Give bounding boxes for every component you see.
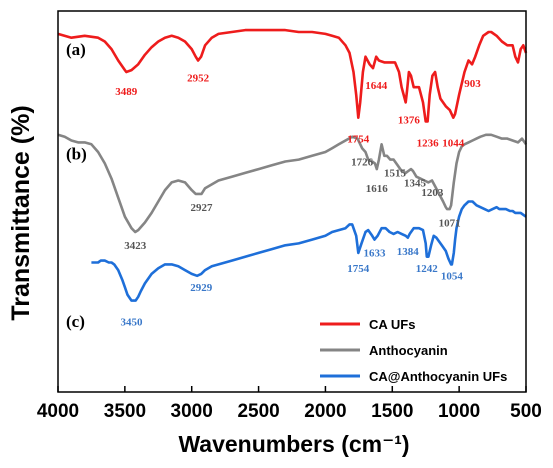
legend: CA UFs Anthocyanin CA@Anthocyanin UFs	[320, 317, 507, 384]
x-tick-label: 1500	[371, 401, 413, 422]
peak-label: 1376	[398, 114, 421, 126]
peak-label: 1236	[417, 137, 440, 149]
x-tick-label: 500	[510, 401, 542, 422]
peak-labels: (a) (b) (c) 3489 2952 1754 1644 1376 1236 1044 903…	[66, 40, 481, 331]
panel-label: (c)	[66, 312, 85, 331]
peak-label: 3450	[121, 316, 144, 328]
series-layer	[57, 28, 528, 302]
panel-label: (b)	[66, 145, 87, 164]
x-tick-label: 3500	[104, 401, 146, 422]
x-tick-label: 1000	[438, 401, 480, 422]
legend-label: Anthocyanin	[369, 343, 448, 358]
x-tick-label: 2000	[304, 401, 346, 422]
peak-label: 2927	[191, 202, 214, 214]
panel-label: (a)	[66, 40, 86, 59]
peak-label: 1044	[442, 137, 465, 149]
peak-label: 3423	[124, 240, 147, 252]
peak-label: 1726	[351, 156, 374, 168]
x-axis-ticks: 4000 3500 3000 2500 2000 1500 1000 500	[37, 386, 542, 422]
x-tick-label: 2500	[237, 401, 279, 422]
legend-label: CA UFs	[369, 317, 415, 332]
peak-label: 1515	[384, 168, 407, 180]
peak-label: 1616	[366, 183, 389, 195]
peak-label: 3489	[115, 86, 138, 98]
y-axis-label: Transmittance (%)	[7, 105, 35, 320]
peak-label: 903	[464, 78, 481, 90]
peak-label: 1071	[439, 217, 461, 229]
x-axis-label: Wavenumbers (cm⁻¹)	[178, 431, 409, 457]
peak-label: 1054	[441, 271, 464, 283]
peak-label: 1644	[365, 80, 388, 92]
peak-label: 1754	[347, 133, 370, 145]
legend-label: CA@Anthocyanin UFs	[369, 369, 507, 384]
peak-label: 1203	[421, 187, 444, 199]
series-line-2	[57, 133, 528, 234]
peak-label: 1754	[347, 263, 370, 275]
x-tick-label: 4000	[37, 401, 79, 422]
peak-label: 2929	[190, 282, 213, 294]
peak-label: 1345	[404, 177, 427, 189]
series-line-1	[57, 28, 528, 123]
peak-label: 2952	[187, 73, 210, 85]
plot-frame	[57, 10, 527, 393]
x-tick-label: 3000	[171, 401, 213, 422]
peak-label: 1242	[416, 263, 439, 275]
peak-label: 1384	[397, 246, 420, 258]
peak-label: 1633	[364, 248, 387, 260]
series-line-3	[91, 200, 527, 302]
